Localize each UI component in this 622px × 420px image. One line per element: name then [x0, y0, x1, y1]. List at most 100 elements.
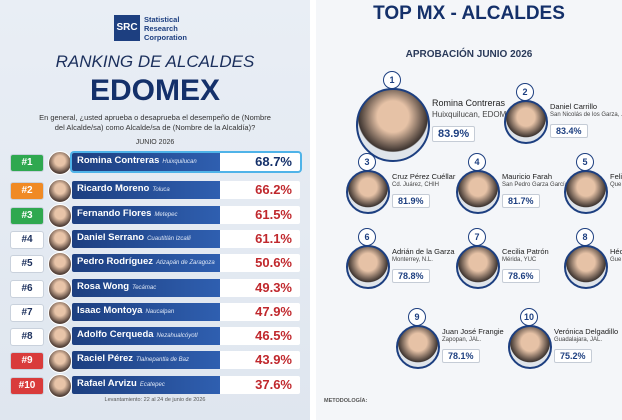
row-bar: Pedro Rodríguez Atizapán de Zaragoza 50.6%: [72, 254, 300, 273]
left-panel: SRC Statistical Research Corporation RAN…: [0, 0, 310, 420]
place: Cd. Juárez, CHIH: [392, 182, 440, 188]
place: Nezahualcóyotl: [156, 333, 198, 340]
rank-badge: #2: [10, 182, 44, 201]
name: Cecilia Patrón: [502, 247, 549, 256]
name-text: Raciel Pérez: [77, 353, 133, 365]
name: Adrián de la Garza: [392, 247, 455, 256]
photo: [456, 170, 500, 214]
name: Daniel Serrano Cuautitlán Izcalli: [77, 232, 191, 243]
rank-number: 1: [383, 71, 401, 89]
name: Héct: [610, 247, 622, 256]
photo: [346, 245, 390, 289]
title: TOP MX - ALCALDES: [373, 3, 565, 24]
approval: 78.8%: [392, 269, 430, 283]
name: Raciel Pérez Tlalnepantla de Baz: [77, 353, 189, 364]
rank-badge: #7: [10, 303, 44, 322]
place: Tlalnepantla de Baz: [135, 357, 190, 364]
name-text: Rosa Wong: [77, 280, 130, 292]
approval: 83.4%: [550, 124, 588, 138]
row-bar: Rafael Arvizu Ecatepec 37.6%: [72, 375, 300, 394]
place: Cuautitlán Izcalli: [147, 235, 191, 242]
bar-fill: [72, 351, 220, 370]
name: Fernando Flores Metepec: [77, 208, 177, 219]
place: Zapopan, JAL.: [442, 337, 482, 343]
rank-badge: #10: [10, 376, 44, 395]
name-text: Isaac Montoya: [77, 304, 143, 316]
bar-fill: [72, 375, 220, 394]
name: Pedro Rodríguez Atizapán de Zaragoza: [77, 256, 215, 267]
name: Isaac Montoya Naucalpan: [77, 305, 174, 316]
name-text: Daniel Serrano: [77, 231, 145, 243]
avatar: [48, 179, 72, 204]
rank-badge: #3: [10, 206, 44, 225]
place: Atizapán de Zaragoza: [156, 260, 215, 267]
name: Verónica Delgadillo: [554, 327, 619, 336]
rank-number: 10: [520, 308, 538, 326]
rank-badge: #4: [10, 230, 44, 249]
avatar: [48, 325, 72, 350]
rank-number: 8: [576, 228, 594, 246]
bar-fill: [72, 181, 220, 200]
name: Romina Contreras Huixquilucan: [77, 155, 197, 166]
row-bar: Romina Contreras Huixquilucan 68.7%: [72, 153, 300, 171]
name-text: Romina Contreras: [77, 155, 160, 166]
row-bar: Rosa Wong Tecámac 49.3%: [72, 278, 300, 297]
place: San Pedro Garza García, N.L.: [502, 182, 583, 188]
place: Que: [610, 182, 622, 188]
approval: 81.9%: [392, 194, 430, 208]
rank-number: 3: [358, 153, 376, 171]
right-panel: TOP MX - ALCALDES APROBACIÓN JUNIO 2026 …: [316, 0, 622, 420]
rank-badge: #1: [10, 154, 44, 172]
name-text: Pedro Rodríguez: [77, 256, 154, 268]
place: Monterrey, N.L.: [392, 257, 433, 263]
avatar: [48, 300, 72, 325]
photo: [346, 170, 390, 214]
approval: 43.9%: [255, 352, 292, 368]
footer: Levantamiento: 22 al 24 de junio de 2026: [104, 397, 206, 403]
name: Juan José Frangie: [442, 327, 504, 336]
rank-badge: #5: [10, 255, 44, 274]
place: Toluca: [152, 187, 170, 194]
bar-fill: [72, 254, 220, 273]
avatar: [48, 373, 72, 398]
avatar: [48, 349, 72, 374]
name-text: Rafael Arvizu: [77, 377, 137, 389]
approval: 66.2%: [255, 182, 292, 198]
rank-number: 7: [468, 228, 486, 246]
approval: 78.6%: [502, 269, 540, 283]
row-bar: Ricardo Moreno Toluca 66.2%: [72, 181, 300, 200]
place: Gue: [610, 257, 622, 263]
approval: 50.6%: [255, 255, 292, 271]
photo: [396, 325, 440, 369]
subtitle: EDOMEX: [89, 74, 221, 107]
name-text: Fernando Flores: [77, 207, 152, 219]
bar-fill: [72, 205, 220, 224]
name: Rosa Wong Tecámac: [77, 281, 156, 292]
logo-name: Statistical Research Corporation: [144, 15, 187, 42]
approval: 47.9%: [255, 303, 292, 319]
rank-badge: #9: [10, 352, 44, 371]
name: Felipe Mac: [610, 172, 622, 181]
name: Cruz Pérez Cuéllar: [392, 172, 456, 181]
row-bar: Isaac Montoya Naucalpan 47.9%: [72, 302, 300, 321]
place: Huixquilucan, EDOMEX: [432, 110, 517, 119]
approval: 37.6%: [255, 376, 292, 392]
row-bar: Daniel Serrano Cuautitlán Izcalli 61.1%: [72, 229, 300, 248]
subtitle: APROBACIÓN JUNIO 2026: [405, 49, 533, 60]
question: En general, ¿usted aprueba o desaprueba …: [39, 113, 271, 132]
logo-mark: SRC: [114, 15, 140, 41]
name: Romina Contreras: [432, 98, 506, 108]
avatar: [48, 151, 72, 175]
place: Mérida, YUC: [502, 257, 537, 263]
approval: 61.1%: [255, 230, 292, 246]
avatar: [48, 203, 72, 228]
name-text: Adolfo Cerqueda: [77, 329, 154, 341]
place: Tecámac: [132, 284, 157, 291]
row-bar: Raciel Pérez Tlalnepantla de Baz 43.9%: [72, 351, 300, 370]
approval: 61.5%: [255, 206, 292, 222]
bar-fill: [72, 327, 220, 346]
place: Metepec: [154, 211, 178, 218]
rank-number: 9: [408, 308, 426, 326]
place: Huixquilucan: [162, 159, 197, 165]
